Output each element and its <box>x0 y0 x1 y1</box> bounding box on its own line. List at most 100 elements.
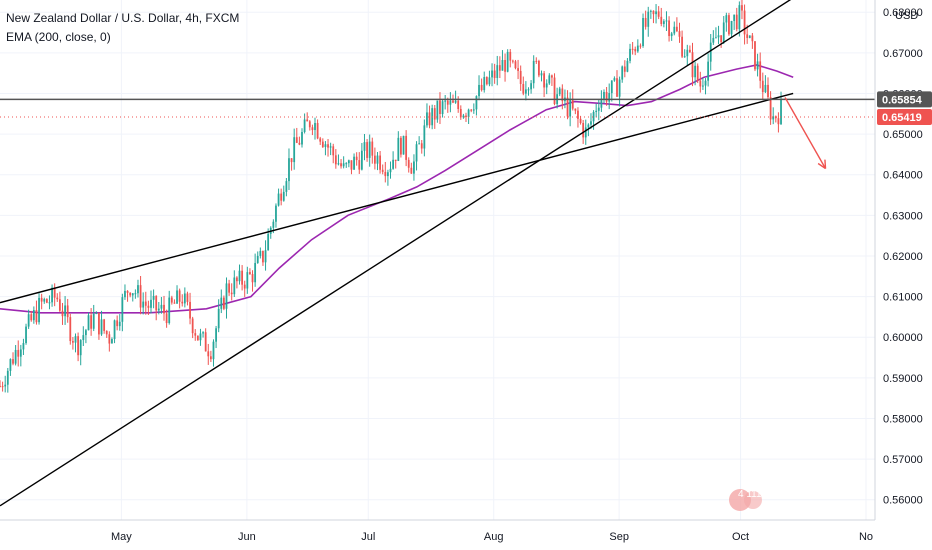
candle <box>415 141 418 171</box>
candle <box>301 128 303 148</box>
candle <box>381 164 384 175</box>
price-tick-label: 0.65000 <box>883 129 923 141</box>
candle <box>238 264 241 285</box>
candle <box>163 295 165 321</box>
candle <box>121 293 124 332</box>
candle <box>699 71 702 93</box>
candle <box>644 10 647 30</box>
time-axis[interactable]: May Jun Jul Aug Sep Oct No <box>0 519 875 550</box>
time-tick-label: Oct <box>732 531 749 543</box>
candle <box>51 284 53 307</box>
candle <box>402 135 405 155</box>
candle <box>439 92 441 125</box>
price-tag-label: 0.65419 <box>882 112 922 124</box>
candle <box>196 335 199 341</box>
candle <box>358 152 361 174</box>
price-tag: 0.65419 <box>877 109 932 126</box>
candle <box>467 108 470 125</box>
candle <box>673 21 676 36</box>
projection-arrow <box>784 97 827 169</box>
candle <box>126 290 129 302</box>
candle <box>743 4 746 45</box>
candle <box>12 352 14 366</box>
candle <box>480 78 483 92</box>
candle <box>764 75 767 94</box>
candle <box>483 71 486 93</box>
candle <box>249 268 251 275</box>
candle <box>748 35 751 39</box>
time-tick-label: Jul <box>361 531 375 543</box>
candle <box>704 78 707 95</box>
candle <box>741 0 743 20</box>
candle <box>725 12 728 32</box>
candle <box>715 27 717 39</box>
candle <box>116 315 119 331</box>
candle <box>345 162 348 168</box>
candle <box>608 83 611 110</box>
price-tag-label: 0.65854 <box>882 94 923 106</box>
candle <box>702 77 704 90</box>
candle <box>506 49 509 73</box>
candle <box>577 107 579 128</box>
candle <box>280 188 283 206</box>
candle <box>4 375 7 393</box>
candle <box>27 309 30 329</box>
candle <box>118 314 121 331</box>
candle <box>665 11 668 31</box>
candle <box>82 326 85 347</box>
candle <box>363 134 366 161</box>
candle <box>756 53 759 77</box>
candle <box>454 90 457 104</box>
time-tick-label: No <box>859 531 873 543</box>
support-trendline <box>0 0 792 507</box>
candle <box>722 16 725 44</box>
candle <box>290 158 293 171</box>
candle <box>735 7 738 32</box>
candle <box>662 19 665 28</box>
candle <box>150 290 152 314</box>
candle <box>519 65 522 91</box>
candle <box>496 55 499 86</box>
watermark-logo: 4 111 <box>729 489 762 511</box>
candle <box>660 7 663 27</box>
candle <box>400 135 402 158</box>
price-tick-label: 0.61000 <box>883 292 923 304</box>
candle <box>558 86 561 97</box>
candle <box>366 139 368 162</box>
candle <box>353 153 355 170</box>
candle <box>113 319 116 344</box>
candle <box>538 59 540 78</box>
candle <box>717 25 720 45</box>
candle <box>683 49 686 58</box>
candle <box>707 53 710 87</box>
candle <box>527 87 530 96</box>
candle <box>35 300 38 325</box>
candle <box>605 87 608 106</box>
candle <box>9 358 12 376</box>
candle <box>384 161 387 183</box>
currency-label: USD <box>895 10 918 22</box>
candle <box>418 136 421 145</box>
candle <box>311 124 314 136</box>
candle <box>337 154 340 166</box>
candle <box>139 275 142 315</box>
candle <box>1 381 4 392</box>
candle <box>269 226 272 239</box>
candle <box>569 92 572 127</box>
candle <box>668 16 670 42</box>
time-tick-label: May <box>111 531 132 543</box>
price-axis[interactable]: 0.680000.670000.660000.650000.640000.630… <box>874 0 932 550</box>
candle <box>105 330 108 338</box>
candle <box>691 42 694 87</box>
candle <box>48 295 51 310</box>
candle <box>548 73 551 85</box>
candle <box>173 299 176 304</box>
candle <box>532 55 535 89</box>
candle <box>675 17 678 33</box>
price-tick-label: 0.68000 <box>883 7 923 19</box>
candle <box>371 137 374 164</box>
candle <box>324 141 327 156</box>
candle <box>181 294 184 307</box>
